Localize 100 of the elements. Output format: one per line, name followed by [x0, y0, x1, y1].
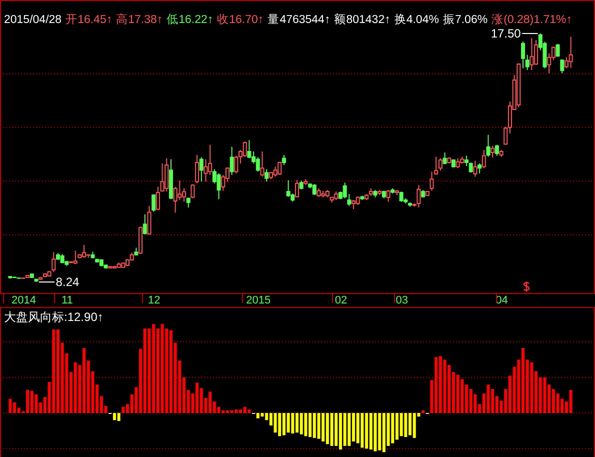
bar [274, 413, 277, 433]
candlestick [490, 145, 495, 158]
candlestick [456, 158, 460, 169]
bar [74, 362, 77, 413]
candlestick [464, 155, 469, 166]
bar [286, 413, 290, 433]
bar [234, 409, 238, 413]
bar [160, 324, 164, 413]
bar [556, 393, 560, 413]
bar [434, 356, 438, 413]
candlestick [482, 150, 486, 169]
bar [374, 413, 377, 452]
candlestick [230, 146, 234, 176]
candlestick [282, 154, 286, 166]
candlestick [234, 155, 238, 174]
text: 涨(0.28)1.71%↑ [492, 14, 572, 26]
candlestick [295, 180, 300, 198]
bar [378, 413, 382, 450]
candlestick [486, 134, 490, 158]
bar [404, 413, 408, 438]
x-tick-label: 2014 [11, 294, 36, 306]
bar [330, 413, 334, 446]
candlestick [247, 140, 252, 159]
bar [360, 413, 364, 448]
bar [356, 413, 360, 444]
text: 2015/04/28 [4, 14, 62, 26]
candlestick [147, 205, 152, 236]
text: 开16.45↑ [66, 14, 112, 26]
candlestick [156, 186, 160, 211]
bar [243, 406, 246, 413]
candlestick [199, 156, 204, 182]
text: 量4763544↑ [268, 14, 330, 26]
bar [391, 413, 394, 444]
chart-title: 大盘风向标:12.90↑ [4, 310, 104, 324]
bar [486, 384, 490, 413]
bar [469, 388, 472, 413]
bar [148, 328, 151, 413]
x-tick-label: 2015 [246, 294, 271, 306]
candlestick [190, 184, 195, 199]
candlestick [278, 161, 282, 176]
candlestick [473, 160, 478, 178]
bar [543, 377, 546, 413]
candlestick [178, 180, 182, 200]
bar [291, 413, 294, 434]
bar [569, 390, 572, 413]
bar [152, 324, 156, 413]
bar [117, 413, 120, 422]
bar [34, 394, 38, 413]
bar [412, 413, 416, 438]
candlestick [195, 154, 200, 184]
candlestick [352, 199, 356, 210]
candlestick [256, 156, 260, 172]
bar [456, 374, 460, 413]
bar [165, 328, 168, 413]
candlestick [530, 38, 534, 71]
candlestick [430, 171, 434, 192]
bar [334, 413, 338, 446]
candlestick [416, 184, 421, 208]
text: 低16.22↑ [166, 14, 214, 26]
bar [422, 410, 425, 413]
bar [322, 413, 325, 442]
candlestick [186, 198, 190, 208]
candlestick [312, 184, 316, 196]
candlestick [216, 172, 221, 200]
candlestick [556, 43, 560, 58]
candlestick [468, 162, 473, 174]
candlestick [438, 158, 442, 172]
bar [530, 362, 534, 413]
bar [122, 406, 125, 413]
bar [348, 413, 351, 446]
x-tick-label: 11 [61, 294, 73, 306]
bar [52, 329, 56, 413]
bar [400, 413, 403, 436]
candlestick [164, 158, 169, 192]
candlestick [478, 162, 482, 174]
candlestick [521, 40, 526, 69]
candlestick [286, 180, 290, 198]
bar [343, 413, 346, 446]
bar [230, 410, 234, 413]
candlestick [264, 168, 269, 182]
candlestick [242, 141, 247, 158]
text: 换4.04% [394, 14, 439, 26]
candlestick [73, 250, 78, 265]
candlestick [399, 191, 404, 202]
x-tick-label: 03 [396, 294, 408, 306]
bar [278, 413, 282, 436]
text: 收16.70↑ [217, 14, 264, 26]
annotation: 8.24 [56, 275, 80, 289]
candlestick [386, 190, 390, 202]
candlestick [560, 58, 564, 74]
x-tick-label: 12 [148, 294, 160, 306]
bar [260, 413, 264, 417]
candlestick [142, 214, 147, 235]
candlestick [152, 194, 156, 212]
bar [248, 409, 251, 413]
candlestick [260, 151, 264, 178]
text: 额801432↑ [334, 14, 390, 26]
bar [8, 398, 12, 413]
bar [304, 413, 308, 436]
bar [491, 388, 494, 413]
